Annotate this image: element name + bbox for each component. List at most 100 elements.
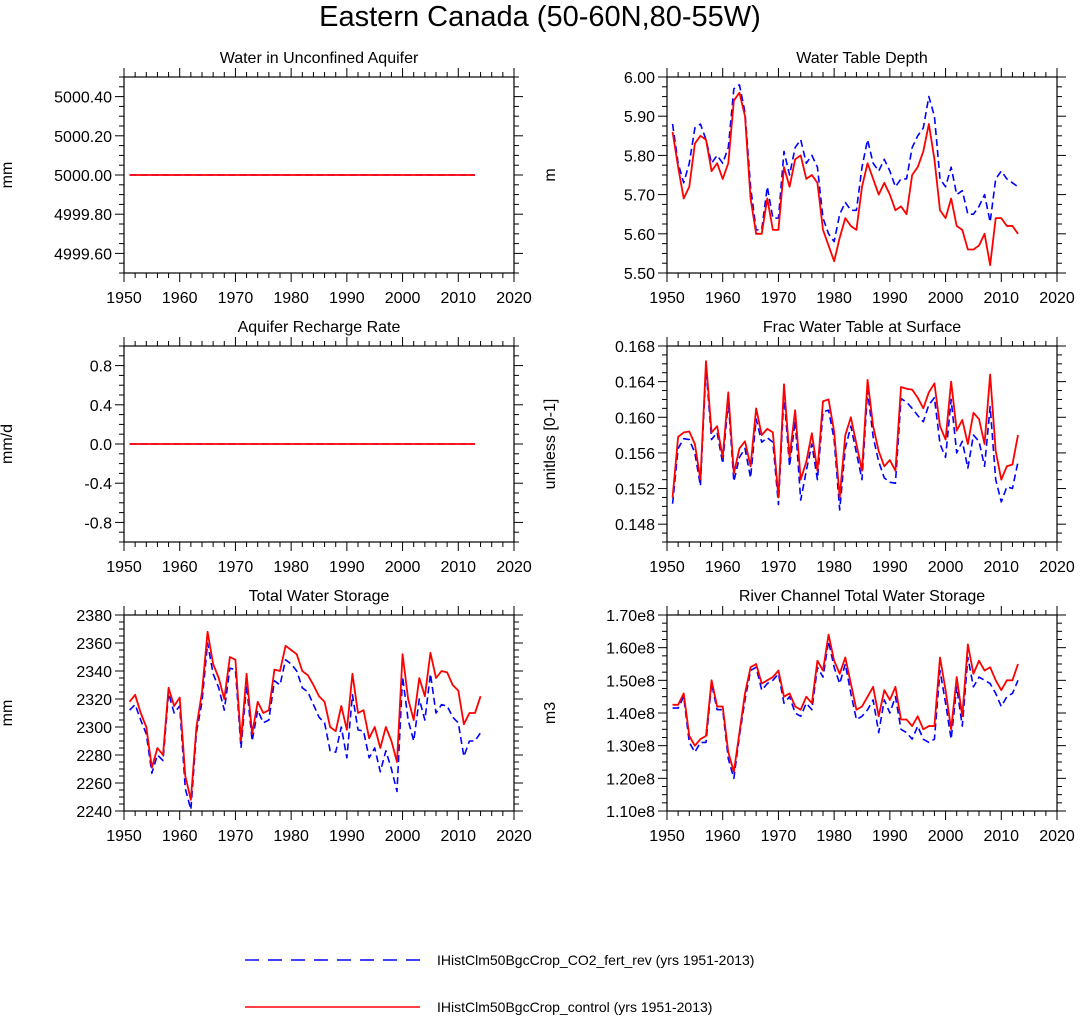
x-tick-label: 2010 (983, 290, 1019, 307)
x-tick-label: 1970 (218, 828, 254, 845)
panel-title: Water Table Depth (796, 50, 928, 67)
series-line-ihistclm50bgccrop-co2-fert-rev (129, 642, 482, 811)
x-tick-label: 1980 (816, 828, 852, 845)
series-line-ihistclm50bgccrop-control (671, 360, 1019, 499)
y-tick-label: 4999.80 (54, 207, 112, 224)
y-tick-label: 5.70 (624, 188, 655, 205)
y-tick-label: 0.0 (90, 437, 112, 454)
series-line-ihistclm50bgccrop-control (128, 630, 482, 801)
panel-total-water-storage: Total Water Storage mm 1950 1960 1970 1980 199… (0, 588, 532, 845)
y-tick-label: 1.40e8 (606, 706, 655, 723)
x-tick-label: 2020 (496, 828, 532, 845)
legend-label-control: IHistClm50BgcCrop_control (yrs 1951-2013… (437, 999, 713, 1015)
y-tick-label: 0.148 (615, 517, 655, 534)
x-tick-label: 2010 (440, 559, 476, 576)
y-tick-label: 0.152 (615, 482, 655, 499)
y-tick-label: 0.164 (615, 375, 655, 392)
x-tick-label: 2000 (928, 559, 964, 576)
x-tick-label: 2010 (983, 559, 1019, 576)
y-tick-label: 1.30e8 (606, 739, 655, 756)
y-tick-label: 4999.60 (54, 246, 112, 263)
y-tick-label: 2360 (76, 636, 112, 653)
legend-line-co2-fert-rev (245, 959, 420, 961)
x-tick-label: 1990 (872, 828, 908, 845)
y-tick-label: 2380 (76, 608, 112, 625)
series-line-ihistclm50bgccrop-co2-fert-rev (671, 367, 1019, 511)
x-tick-label: 1980 (273, 559, 309, 576)
x-tick-label: 1960 (162, 828, 198, 845)
x-tick-label: 1950 (106, 828, 142, 845)
panel-frac-water-table-at-surface: Frac Water Table at Surface unitless [0-1… (542, 319, 1075, 576)
x-tick-label: 2010 (440, 828, 476, 845)
y-tick-label: 1.10e8 (606, 804, 655, 821)
x-tick-label: 1970 (761, 290, 797, 307)
x-tick-label: 1980 (816, 290, 852, 307)
y-tick-label: 0.160 (615, 410, 655, 427)
x-tick-label: 2010 (440, 290, 476, 307)
panel-title: Aquifer Recharge Rate (238, 319, 401, 336)
y-axis-label: m (542, 168, 559, 181)
x-tick-label: 2000 (928, 828, 964, 845)
y-tick-label: 6.00 (624, 70, 655, 87)
panel-title: Water in Unconfined Aquifer (220, 50, 419, 67)
x-tick-label: 1990 (872, 559, 908, 576)
panel-aquifer-recharge-rate: Aquifer Recharge Rate mm/d 1950 1960 1970 198… (0, 319, 532, 576)
plot-frame (123, 614, 515, 812)
x-tick-label: 1950 (649, 290, 685, 307)
plot-frame (666, 345, 1058, 543)
x-tick-label: 1950 (649, 828, 685, 845)
x-tick-label: 1980 (273, 290, 309, 307)
y-axis-label: m3 (542, 702, 559, 724)
x-tick-label: 2000 (385, 290, 421, 307)
y-tick-label: 2320 (76, 692, 112, 709)
y-axis-label: unitless [0-1] (542, 399, 559, 490)
x-tick-label: 1950 (106, 290, 142, 307)
x-tick-label: 2020 (496, 559, 532, 576)
figure-title: Eastern Canada (50-60N,80-55W) (319, 1, 761, 33)
x-tick-label: 2000 (928, 290, 964, 307)
y-tick-label: 0.168 (615, 339, 655, 356)
x-tick-label: 1960 (162, 559, 198, 576)
x-tick-label: 2020 (1039, 828, 1075, 845)
y-tick-label: 0.156 (615, 446, 655, 463)
series-line-ihistclm50bgccrop-co2-fert-rev (671, 84, 1019, 243)
panel-water-in-unconfined-aquifer: Water in Unconfined Aquifer mm 1950 1960 197… (0, 50, 532, 307)
y-tick-label: 2260 (76, 776, 112, 793)
y-tick-label: 5000.20 (54, 129, 112, 146)
y-axis-label: mm/d (0, 424, 16, 464)
x-tick-label: 1990 (329, 290, 365, 307)
y-tick-label: 0.8 (90, 359, 112, 376)
y-tick-label: -0.8 (84, 515, 112, 532)
y-tick-label: 1.70e8 (606, 608, 655, 625)
y-tick-label: 1.20e8 (606, 771, 655, 788)
x-tick-label: 1970 (761, 559, 797, 576)
x-tick-label: 1960 (705, 290, 741, 307)
x-tick-label: 1980 (273, 828, 309, 845)
panel-river-channel-total-water-storage: River Channel Total Water Storage m3 1950 1… (542, 588, 1075, 845)
x-tick-label: 2010 (983, 828, 1019, 845)
x-tick-label: 1970 (218, 559, 254, 576)
y-tick-label: -0.4 (84, 476, 112, 493)
y-tick-label: 5.80 (624, 148, 655, 165)
y-tick-label: 5000.00 (54, 168, 112, 185)
x-tick-label: 1990 (329, 559, 365, 576)
x-tick-label: 1980 (816, 559, 852, 576)
panel-title: Frac Water Table at Surface (763, 319, 961, 336)
y-tick-label: 2300 (76, 720, 112, 737)
x-tick-label: 1950 (106, 559, 142, 576)
y-tick-label: 1.60e8 (606, 641, 655, 658)
series-line-ihistclm50bgccrop-control (671, 91, 1019, 267)
legend-line-control (245, 1006, 420, 1008)
x-tick-label: 1960 (705, 828, 741, 845)
y-tick-label: 5.50 (624, 266, 655, 283)
plot-frame (666, 614, 1058, 812)
x-tick-label: 1990 (872, 290, 908, 307)
legend-label-co2-fert-rev: IHistClm50BgcCrop_CO2_fert_rev (yrs 1951… (437, 952, 755, 968)
y-tick-label: 1.50e8 (606, 673, 655, 690)
x-tick-label: 2020 (1039, 559, 1075, 576)
y-tick-label: 0.4 (90, 398, 112, 415)
x-tick-label: 2020 (496, 290, 532, 307)
y-tick-label: 5.90 (624, 109, 655, 126)
x-tick-label: 1950 (649, 559, 685, 576)
